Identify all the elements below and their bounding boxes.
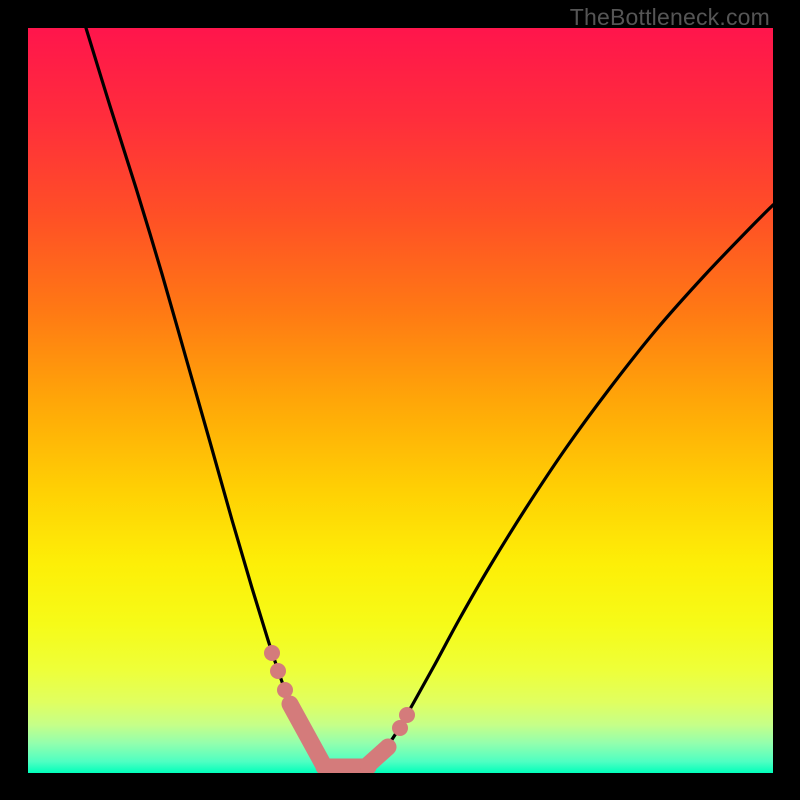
watermark-text: TheBottleneck.com [570,4,770,31]
plot-area [28,28,773,773]
bottleneck-curve [86,28,773,770]
valley-marker [264,645,415,767]
chart-container: TheBottleneck.com [0,0,800,800]
curve-layer [28,28,773,773]
